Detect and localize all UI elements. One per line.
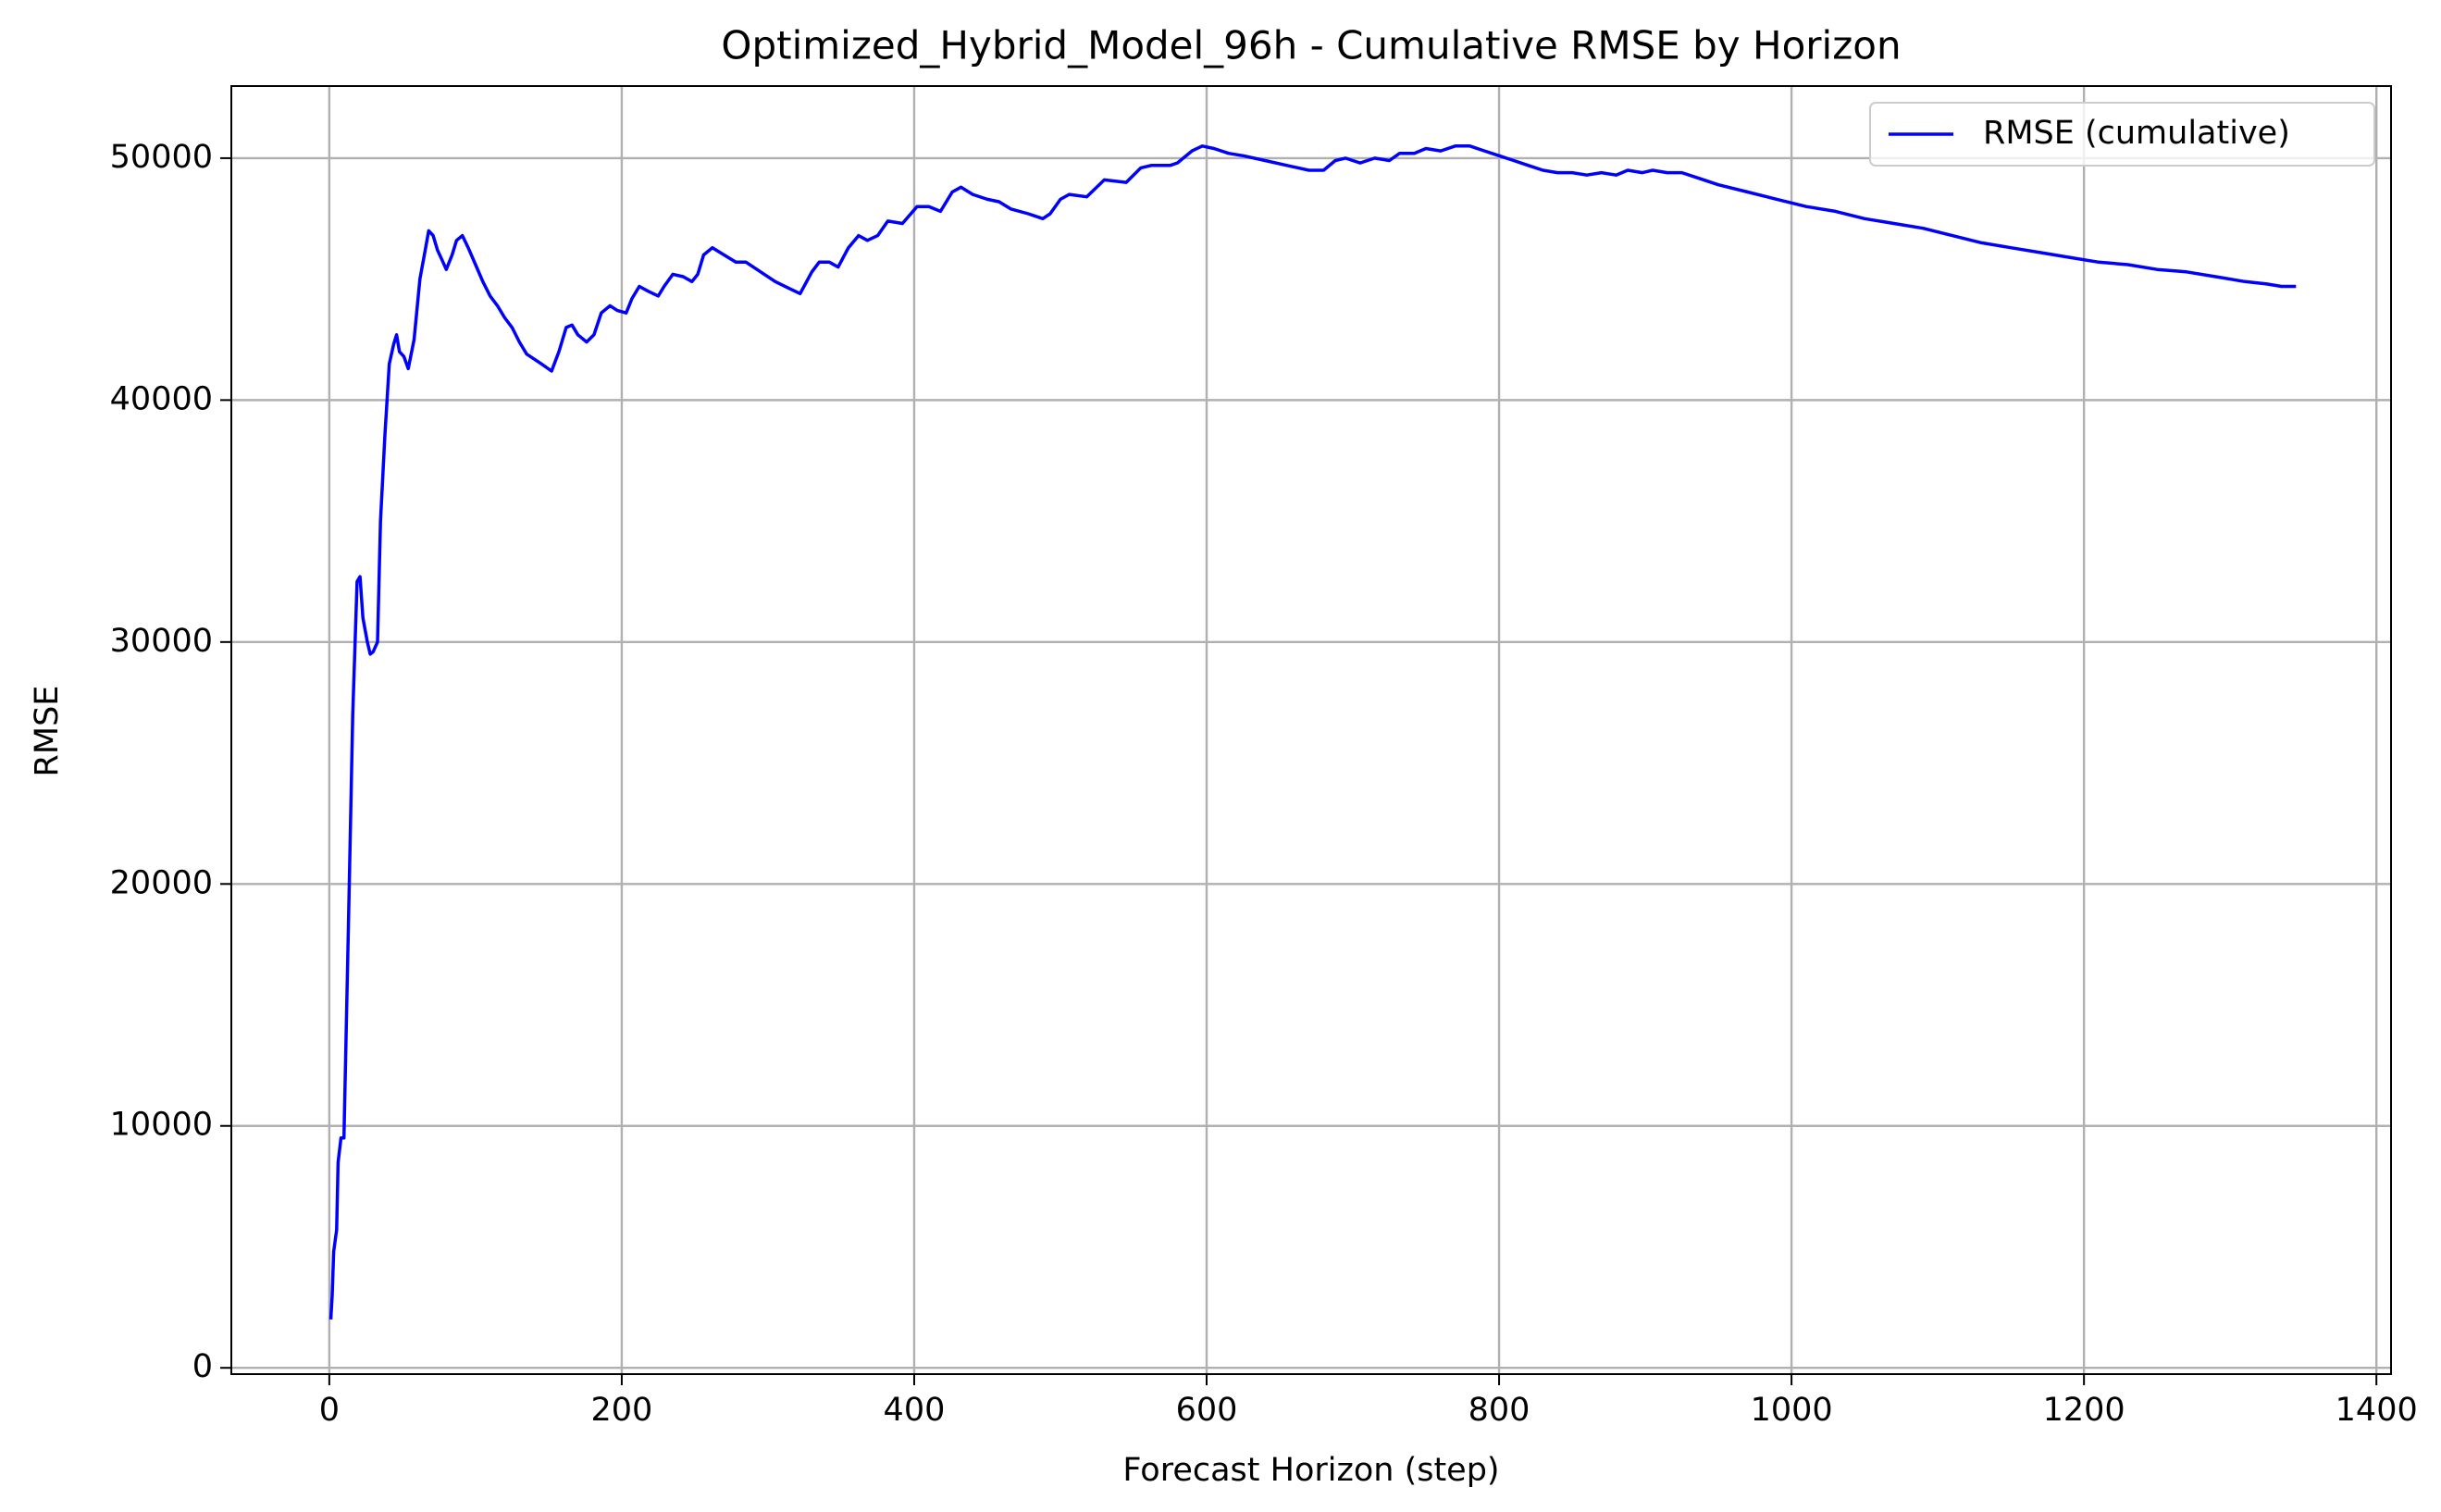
x-tick-label: 200 [591, 1392, 653, 1429]
y-axis-label: RMSE [29, 686, 66, 777]
chart-title: Optimized_Hybrid_Model_96h - Cumulative … [721, 23, 1901, 68]
y-tick-label: 30000 [110, 623, 213, 660]
legend-box [1869, 102, 2375, 167]
y-tick-label: 40000 [110, 380, 213, 417]
x-tick-label: 800 [1468, 1392, 1530, 1429]
x-tick-label: 600 [1176, 1392, 1238, 1429]
y-tick-label: 20000 [110, 864, 213, 901]
x-tick-label: 1200 [2043, 1392, 2125, 1429]
x-tick-label: 1400 [2336, 1392, 2418, 1429]
legend-label: RMSE (cumulative) [1983, 115, 2290, 152]
plot-frame [230, 85, 2392, 1375]
line-series [328, 144, 2297, 1320]
y-tick-label: 0 [192, 1348, 213, 1385]
legend: RMSE (cumulative) [1869, 102, 2375, 167]
x-tick-label: 0 [319, 1392, 340, 1429]
y-tick-label: 10000 [110, 1107, 213, 1144]
x-tick-label: 1000 [1751, 1392, 1833, 1429]
x-axis-label: Forecast Horizon (step) [1122, 1452, 1499, 1489]
x-tick-label: 400 [884, 1392, 946, 1429]
y-tick-label: 50000 [110, 139, 213, 176]
